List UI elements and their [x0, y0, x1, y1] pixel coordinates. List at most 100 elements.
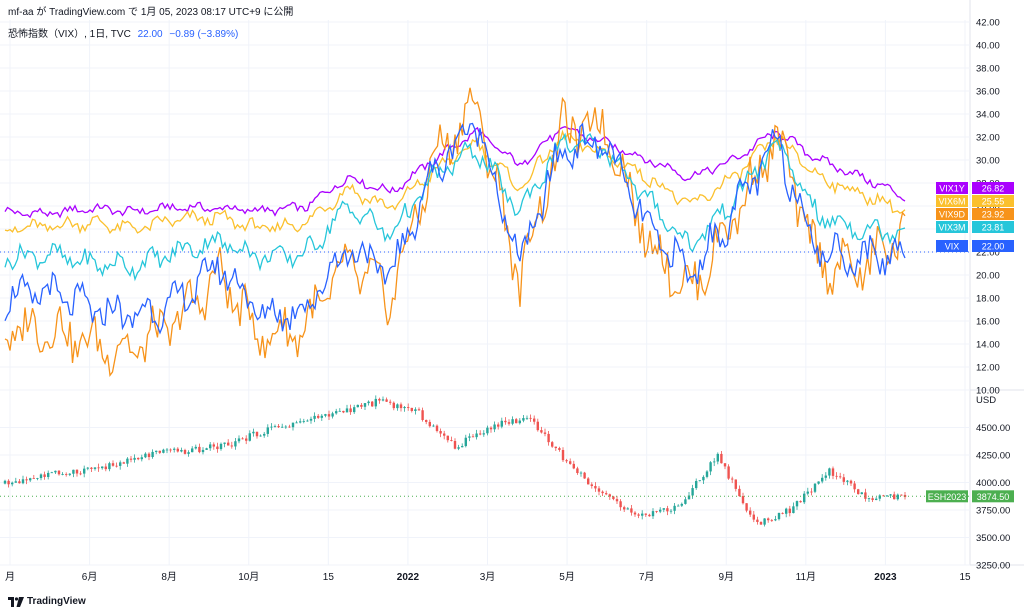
candle-body: [457, 447, 460, 449]
candle-body: [230, 445, 233, 447]
candle-body: [702, 476, 705, 481]
candle-body: [371, 401, 374, 407]
candle: [367, 400, 370, 406]
candle-body: [198, 446, 201, 453]
candle: [810, 488, 813, 496]
candle-body: [641, 513, 644, 516]
candle-body: [104, 466, 107, 470]
candle-body: [518, 420, 521, 424]
candle-body: [659, 509, 662, 512]
series-last-value: 3874.50: [977, 492, 1010, 502]
candle-body: [587, 478, 590, 485]
candle: [745, 503, 748, 513]
candle: [720, 451, 723, 464]
candle-body: [540, 430, 543, 433]
candle: [551, 440, 554, 448]
candle: [511, 416, 514, 426]
candle-body: [619, 501, 622, 508]
candle: [335, 408, 338, 415]
candle-body: [133, 457, 136, 460]
candle-body: [666, 508, 669, 512]
candle-body: [97, 467, 100, 469]
y-tick-label: 16.00: [976, 317, 1000, 328]
candle: [104, 463, 107, 472]
candle-body: [342, 410, 345, 413]
last-label-vix9d: VIX9D 23.92: [936, 208, 1014, 220]
candle-body: [561, 449, 565, 461]
candle-body: [137, 457, 140, 460]
candle: [655, 510, 658, 514]
candle: [752, 510, 755, 523]
candle-body: [75, 469, 79, 474]
candle-body: [126, 458, 129, 464]
candle: [90, 467, 93, 472]
candle: [378, 397, 381, 404]
candle-body: [273, 426, 277, 427]
candle: [849, 479, 853, 486]
candle-body: [673, 505, 676, 511]
candle-body: [309, 418, 313, 421]
candle: [320, 414, 323, 421]
candle: [39, 473, 43, 481]
candle-body: [669, 510, 673, 512]
candle: [666, 505, 669, 516]
candle-body: [295, 422, 298, 424]
candle: [345, 404, 349, 413]
candle: [155, 450, 158, 455]
candle-body: [169, 449, 172, 451]
candle: [169, 448, 172, 453]
y-tick-label: 30.00: [976, 156, 1000, 167]
y-tick-label: 3250.00: [976, 561, 1010, 572]
candle: [608, 493, 611, 500]
candle: [900, 494, 903, 496]
candle: [489, 426, 493, 433]
candle-body: [363, 403, 367, 407]
candle-body: [763, 518, 766, 525]
series-name: VIX: [945, 242, 960, 252]
candle-body: [608, 494, 611, 497]
candle-body: [212, 444, 215, 447]
candle-body: [583, 472, 586, 479]
candle: [648, 513, 651, 517]
candle: [522, 415, 525, 423]
candle: [342, 410, 345, 414]
candle-body: [61, 474, 64, 475]
candle: [785, 507, 788, 518]
candle: [493, 421, 496, 433]
symbol-legend[interactable]: 恐怖指数（VIX）, 1日, TVC 22.00 −0.89 (−3.89%): [8, 25, 238, 40]
candle: [867, 497, 871, 502]
candle-body: [741, 496, 745, 504]
tradingview-brand[interactable]: TradingView: [8, 596, 86, 607]
candle: [842, 473, 845, 485]
candle-body: [821, 477, 824, 482]
candle-body: [497, 424, 500, 427]
candle-body: [475, 433, 478, 438]
y-tick-label: 36.00: [976, 87, 1000, 98]
candle-body: [572, 463, 575, 469]
candle: [338, 408, 341, 412]
series-last-box: [972, 208, 1014, 220]
candle-body: [439, 430, 442, 434]
candle: [623, 505, 626, 512]
candle: [882, 494, 885, 497]
candle: [669, 509, 673, 514]
candle-body: [248, 433, 251, 441]
candle: [277, 424, 280, 429]
candle: [774, 515, 777, 522]
candle: [266, 424, 269, 437]
candle-body: [360, 404, 363, 407]
candle: [414, 407, 417, 415]
candle: [324, 413, 327, 418]
candle: [500, 417, 503, 429]
candle-body: [432, 425, 435, 427]
candle-body: [43, 474, 46, 477]
candle-body: [792, 506, 795, 514]
candle: [392, 401, 395, 411]
candle: [813, 483, 817, 494]
candle: [399, 402, 403, 412]
candle: [147, 452, 151, 461]
series-tag: [936, 221, 968, 233]
series-last-box: [972, 182, 1014, 194]
candle: [111, 460, 115, 467]
